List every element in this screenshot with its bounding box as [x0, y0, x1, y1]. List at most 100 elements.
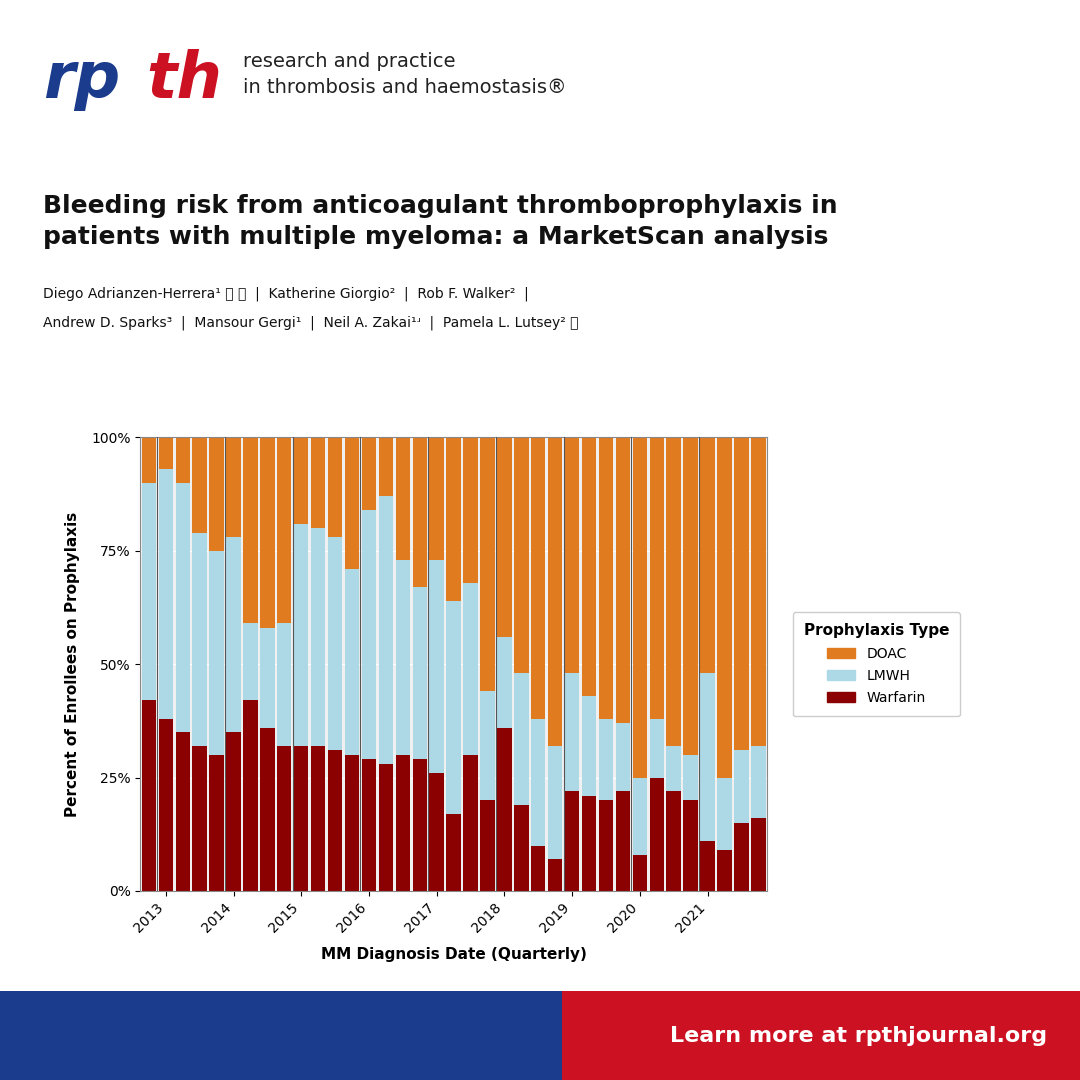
- Bar: [395, 559, 410, 755]
- Bar: [446, 437, 461, 600]
- Bar: [176, 437, 190, 483]
- Bar: [159, 718, 173, 891]
- Bar: [616, 724, 630, 792]
- Bar: [463, 755, 477, 891]
- Bar: [345, 569, 360, 755]
- Bar: [243, 701, 258, 891]
- Text: research and practice
in thrombosis and haemostasis®: research and practice in thrombosis and …: [243, 52, 567, 97]
- Bar: [395, 437, 410, 559]
- Bar: [565, 437, 579, 673]
- Bar: [531, 718, 545, 846]
- Bar: [548, 746, 563, 860]
- Bar: [243, 437, 258, 623]
- Bar: [192, 437, 207, 532]
- Bar: [141, 437, 157, 483]
- Bar: [379, 437, 393, 497]
- Bar: [159, 469, 173, 718]
- Bar: [294, 437, 309, 524]
- Bar: [227, 732, 241, 891]
- Bar: [210, 437, 224, 551]
- Bar: [141, 701, 157, 891]
- Text: Diego Adrianzen-Herrera¹ ⓘ 🐦  |  Katherine Giorgio²  |  Rob F. Walker²  |: Diego Adrianzen-Herrera¹ ⓘ 🐦 | Katherine…: [43, 286, 529, 300]
- Bar: [243, 623, 258, 701]
- Bar: [311, 746, 325, 891]
- Text: Learn more at rpthjournal.org: Learn more at rpthjournal.org: [671, 1026, 1048, 1045]
- Bar: [141, 483, 157, 701]
- Bar: [446, 600, 461, 814]
- Bar: [294, 524, 309, 746]
- Bar: [497, 437, 512, 637]
- X-axis label: MM Diagnosis Date (Quarterly): MM Diagnosis Date (Quarterly): [321, 947, 586, 961]
- Bar: [562, 991, 1080, 1080]
- Bar: [481, 691, 495, 800]
- Bar: [531, 846, 545, 891]
- Bar: [413, 437, 427, 588]
- Bar: [278, 437, 292, 623]
- Bar: [192, 746, 207, 891]
- Bar: [734, 751, 748, 823]
- Bar: [0, 991, 562, 1080]
- Bar: [260, 728, 274, 891]
- Bar: [717, 778, 731, 850]
- Bar: [328, 437, 342, 537]
- Bar: [649, 778, 664, 891]
- Bar: [463, 437, 477, 582]
- Bar: [666, 792, 680, 891]
- Bar: [734, 437, 748, 751]
- Bar: [497, 637, 512, 728]
- Bar: [598, 800, 613, 891]
- Bar: [514, 673, 528, 805]
- Bar: [548, 860, 563, 891]
- Bar: [294, 746, 309, 891]
- Bar: [752, 819, 766, 891]
- Bar: [684, 755, 698, 800]
- Bar: [666, 746, 680, 792]
- Bar: [278, 746, 292, 891]
- Text: rp: rp: [43, 49, 121, 110]
- Bar: [379, 764, 393, 891]
- Y-axis label: Percent of Enrollees on Prophylaxis: Percent of Enrollees on Prophylaxis: [65, 512, 80, 816]
- Bar: [176, 732, 190, 891]
- Bar: [311, 528, 325, 746]
- Bar: [413, 759, 427, 891]
- Bar: [514, 437, 528, 673]
- Bar: [210, 755, 224, 891]
- Bar: [734, 823, 748, 891]
- Bar: [345, 755, 360, 891]
- Bar: [278, 623, 292, 746]
- Bar: [717, 437, 731, 778]
- Bar: [598, 437, 613, 718]
- Text: Andrew D. Sparks³  |  Mansour Gergi¹  |  Neil A. Zakai¹ʴ  |  Pamela L. Lutsey² 🐦: Andrew D. Sparks³ | Mansour Gergi¹ | Nei…: [43, 315, 579, 329]
- Bar: [717, 850, 731, 891]
- Bar: [700, 437, 715, 673]
- Bar: [227, 537, 241, 732]
- Bar: [548, 437, 563, 746]
- Bar: [430, 559, 444, 773]
- Bar: [345, 437, 360, 569]
- Bar: [362, 759, 376, 891]
- Bar: [311, 437, 325, 528]
- Bar: [582, 696, 596, 796]
- Bar: [684, 800, 698, 891]
- Bar: [430, 437, 444, 559]
- Bar: [481, 800, 495, 891]
- Bar: [565, 792, 579, 891]
- Bar: [497, 728, 512, 891]
- Bar: [565, 673, 579, 792]
- Bar: [227, 437, 241, 537]
- Bar: [649, 718, 664, 778]
- Bar: [616, 792, 630, 891]
- Bar: [700, 673, 715, 841]
- Bar: [598, 718, 613, 800]
- Bar: [514, 805, 528, 891]
- Bar: [752, 746, 766, 819]
- Bar: [582, 796, 596, 891]
- Bar: [582, 437, 596, 696]
- Bar: [210, 551, 224, 755]
- Bar: [752, 437, 766, 746]
- Bar: [176, 483, 190, 732]
- Bar: [463, 582, 477, 755]
- Bar: [362, 437, 376, 510]
- Bar: [531, 437, 545, 718]
- Bar: [395, 755, 410, 891]
